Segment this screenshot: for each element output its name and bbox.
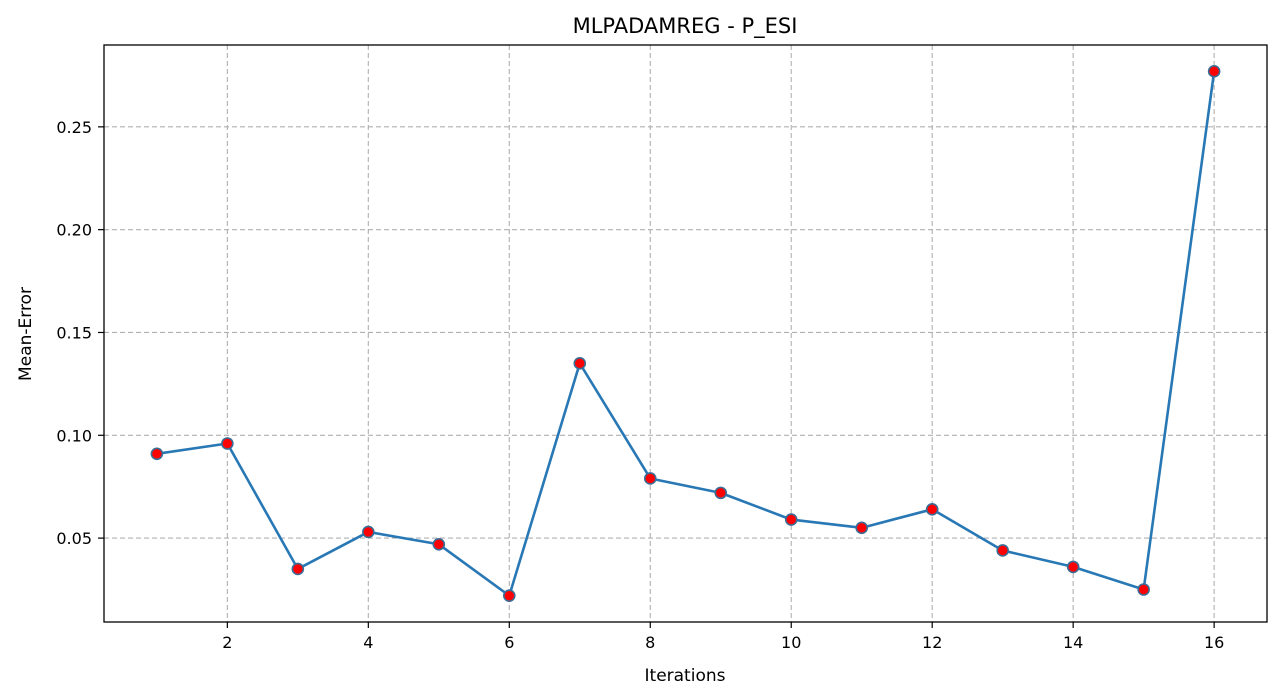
x-tick-label: 10 bbox=[781, 633, 801, 652]
series-line-layer bbox=[156, 71, 1216, 597]
x-axis-label: Iterations bbox=[645, 666, 726, 686]
y-tick-label: 0.20 bbox=[56, 221, 92, 240]
data-point bbox=[925, 503, 939, 516]
x-tick-label: 4 bbox=[363, 633, 373, 652]
grid-lines bbox=[104, 45, 1267, 622]
data-point bbox=[1207, 65, 1221, 78]
x-axis-ticks: 2 4 6 8 10 12 14 16 bbox=[222, 622, 1224, 652]
data-point bbox=[291, 562, 305, 576]
x-tick-label: 12 bbox=[922, 633, 942, 652]
data-point bbox=[362, 525, 375, 539]
data-point bbox=[1137, 583, 1150, 596]
data-point bbox=[784, 513, 798, 526]
x-tick-label: 16 bbox=[1204, 633, 1224, 652]
y-tick-label: 0.05 bbox=[56, 529, 92, 548]
data-point bbox=[573, 357, 587, 370]
x-tick-label: 14 bbox=[1063, 633, 1083, 652]
data-points bbox=[150, 65, 1221, 602]
y-axis-ticks: 0.05 0.10 0.15 0.20 0.25 bbox=[56, 118, 104, 548]
y-axis-label: Mean-Error bbox=[16, 287, 36, 381]
plot-area-frame bbox=[103, 44, 1268, 623]
y-tick-label: 0.25 bbox=[56, 118, 92, 137]
data-point bbox=[432, 537, 446, 551]
data-point bbox=[855, 521, 869, 535]
x-tick-label: 6 bbox=[504, 633, 514, 652]
data-point bbox=[643, 472, 657, 485]
data-point bbox=[150, 447, 164, 461]
x-tick-label: 2 bbox=[222, 633, 232, 652]
data-point bbox=[996, 544, 1009, 557]
series-line bbox=[156, 71, 1216, 597]
chart-title: MLPADAMREG - P_ESI bbox=[573, 14, 798, 39]
data-point bbox=[221, 437, 234, 450]
data-point bbox=[502, 589, 516, 602]
y-tick-label: 0.10 bbox=[56, 426, 92, 445]
y-tick-label: 0.15 bbox=[56, 323, 92, 342]
data-point bbox=[714, 486, 728, 500]
data-point bbox=[1066, 560, 1080, 574]
x-tick-label: 8 bbox=[645, 633, 655, 652]
